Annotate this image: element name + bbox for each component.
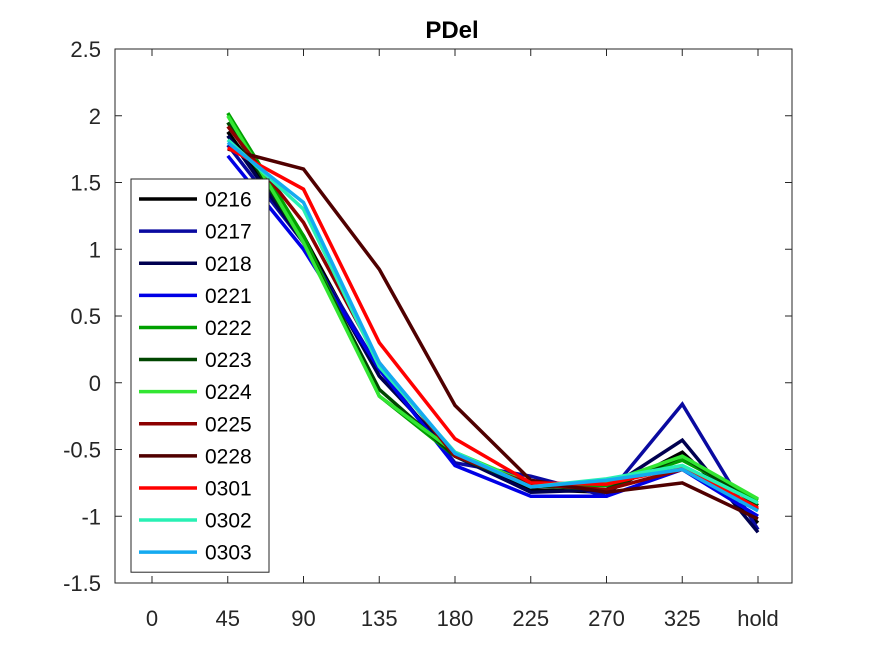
x-tick-label: 90 [291, 606, 315, 631]
legend-label: 0225 [205, 413, 252, 436]
legend-box [130, 178, 270, 573]
y-tick-label: 0.5 [70, 304, 101, 329]
legend-label: 0217 [205, 221, 252, 244]
legend-label: 0223 [205, 349, 252, 372]
legend-label: 0228 [205, 445, 252, 468]
y-tick-label: 2 [89, 104, 101, 129]
chart-title: PDel [425, 17, 478, 44]
y-tick-label: 1.5 [70, 171, 101, 196]
y-tick-label: -1 [81, 504, 101, 529]
series-line-0228 [227, 147, 759, 521]
x-tick-label: 180 [437, 606, 474, 631]
legend-label: 0302 [205, 510, 252, 533]
x-tick-label: 225 [512, 606, 549, 631]
x-tick-label: 45 [216, 606, 240, 631]
plot-axes: 2.5 2 1.5 1 0.5 0 -0.5 -1 -1.5 0 45 90 135 180 225 270 3… [63, 37, 793, 631]
x-tick-label: 135 [361, 606, 398, 631]
legend: 0216 0217 0218 0221 0222 0223 0224 0225 0228 0301… [130, 178, 270, 573]
legend-label: 0221 [205, 285, 252, 308]
series-line-0303 [226, 141, 759, 513]
y-tick-label: 1 [89, 237, 101, 262]
y-tick-label: -1.5 [63, 571, 101, 596]
y-tick-label: 0 [89, 371, 101, 396]
x-tick-label: 270 [588, 606, 625, 631]
series-layer [226, 112, 760, 534]
x-tick-label: 0 [146, 606, 158, 631]
legend-label: 0301 [205, 477, 252, 500]
legend-label: 0216 [205, 189, 252, 212]
legend-label: 0222 [205, 317, 252, 340]
legend-label: 0224 [205, 381, 252, 404]
y-tick-label: -0.5 [63, 438, 101, 463]
y-tick-label: 2.5 [70, 37, 101, 62]
legend-label: 0218 [205, 253, 252, 276]
x-tick-label: 325 [664, 606, 701, 631]
x-tick-label: hold [737, 606, 779, 631]
legend-label: 0303 [205, 542, 252, 565]
